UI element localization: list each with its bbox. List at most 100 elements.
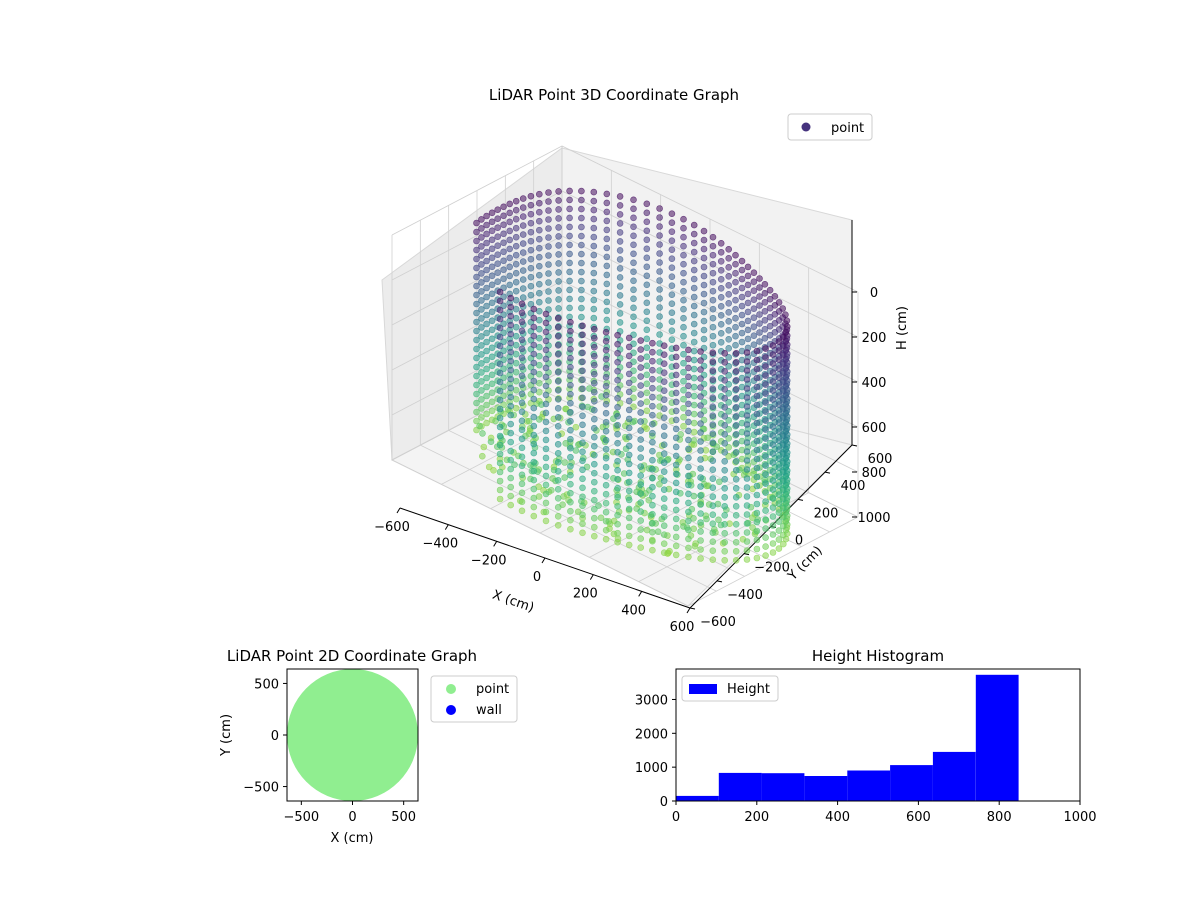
point-3d — [483, 284, 490, 292]
point-3d — [602, 328, 610, 336]
point-3d — [590, 278, 598, 286]
point-3d — [525, 417, 533, 425]
point-3d — [685, 355, 692, 363]
point-3d — [473, 219, 480, 227]
point-3d — [478, 315, 485, 322]
point-3d — [490, 466, 497, 474]
point-3d — [579, 457, 586, 465]
point-3d — [567, 327, 574, 335]
point-3d — [512, 215, 520, 223]
point-3d — [700, 227, 708, 235]
point-3d — [721, 412, 729, 420]
point-3d — [616, 274, 624, 281]
point-3d — [555, 233, 562, 240]
point-3d — [483, 329, 490, 337]
point-3d — [625, 361, 633, 369]
point-3d — [643, 299, 651, 307]
point-3d — [677, 431, 685, 438]
point-3d — [500, 212, 507, 220]
point-3d — [766, 322, 774, 330]
point-3d — [717, 320, 725, 328]
point-3d — [769, 378, 777, 385]
point-3d — [668, 237, 676, 244]
point-3d — [672, 407, 680, 415]
point-3d — [554, 350, 562, 358]
point-3d — [590, 343, 598, 351]
point-3d — [685, 409, 692, 417]
point-3d — [507, 357, 515, 365]
point-3d — [779, 441, 787, 449]
point-3d — [483, 383, 490, 391]
point-3d — [672, 515, 680, 523]
point-3d — [530, 413, 538, 421]
point-3d — [566, 259, 573, 267]
point-3d — [512, 386, 520, 394]
x-tick-mark-3d — [541, 557, 546, 564]
point-3d — [554, 449, 562, 457]
point-3d — [488, 281, 496, 289]
point-3d — [602, 346, 610, 354]
point-3d — [614, 340, 621, 348]
point-3d — [542, 418, 550, 426]
point-3d — [779, 540, 787, 548]
point-3d — [603, 298, 611, 306]
histogram-bars — [676, 674, 1019, 801]
point-3d — [738, 302, 746, 310]
point-3d — [625, 334, 633, 342]
point-3d — [685, 382, 692, 390]
point-3d — [614, 421, 621, 429]
y-tick-label-3d: −400 — [727, 588, 763, 603]
point-3d — [512, 368, 520, 376]
point-3d — [512, 296, 520, 304]
point-3d — [660, 441, 668, 449]
point-3d — [518, 381, 526, 389]
point-3d — [680, 323, 687, 331]
point-3d — [485, 463, 493, 471]
point-3d — [656, 205, 663, 212]
point-3d — [512, 224, 520, 232]
point-3d — [649, 339, 656, 347]
point-3d — [527, 282, 535, 290]
point-3d — [690, 320, 698, 328]
x-tick-label-3d: −400 — [422, 537, 458, 552]
point-3d — [545, 216, 552, 223]
point-3d — [518, 408, 526, 416]
point-3d — [743, 493, 751, 500]
point-3d — [672, 488, 680, 496]
point-3d — [697, 474, 704, 481]
point-3d — [512, 323, 520, 331]
point-3d — [519, 204, 527, 211]
point-3d — [660, 387, 668, 395]
point-3d — [478, 333, 485, 340]
point-3d — [480, 443, 488, 451]
point-3d — [709, 349, 717, 357]
point-3d — [507, 483, 515, 491]
point-3d — [697, 465, 704, 472]
point-3d — [506, 272, 514, 280]
point-3d — [750, 305, 758, 313]
point-3d — [566, 241, 573, 249]
point-3d — [603, 199, 611, 207]
point-3d — [761, 316, 769, 324]
point-3d — [603, 208, 611, 216]
point-3d — [660, 360, 668, 368]
point-3d — [753, 383, 761, 391]
point-3d — [590, 325, 598, 333]
point-3d — [660, 342, 668, 350]
point-3d — [518, 336, 526, 344]
point-3d — [668, 219, 676, 226]
point-3d — [566, 304, 573, 312]
point-3d — [779, 459, 787, 467]
point-3d — [590, 388, 598, 396]
point-3d — [709, 529, 717, 537]
point-3d — [507, 447, 515, 455]
point-3d — [542, 463, 550, 471]
point-3d — [769, 432, 777, 439]
point-3d — [616, 220, 624, 227]
point-3d — [500, 320, 507, 328]
y-tick-mark-3d — [743, 553, 750, 556]
point-3d — [744, 308, 752, 316]
point-3d — [732, 269, 739, 277]
point-3d — [555, 215, 562, 222]
point-3d — [496, 360, 504, 368]
